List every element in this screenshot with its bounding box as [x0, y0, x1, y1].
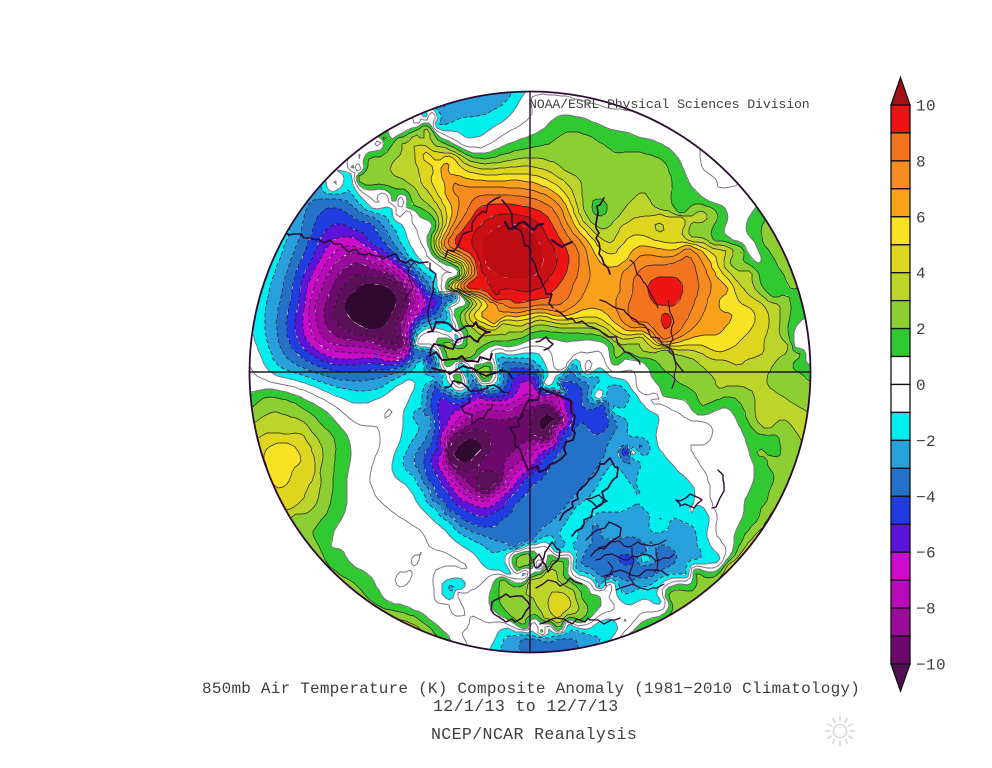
svg-text:−4: −4 — [916, 489, 936, 507]
svg-text:NCEP/NCAR Reanalysis: NCEP/NCAR Reanalysis — [431, 725, 637, 744]
svg-text:2: 2 — [916, 321, 926, 339]
svg-text:0: 0 — [916, 377, 926, 395]
svg-text:−6: −6 — [916, 545, 936, 563]
svg-text:6: 6 — [916, 209, 926, 227]
svg-text:NOAA/ESRL Physical Sciences Di: NOAA/ESRL Physical Sciences Division — [529, 97, 810, 112]
svg-text:12/1/13 to 12/7/13: 12/1/13 to 12/7/13 — [433, 697, 619, 716]
svg-text:8: 8 — [916, 153, 926, 171]
svg-text:850mb Air Temperature (K) Comp: 850mb Air Temperature (K) Composite Anom… — [202, 680, 860, 698]
svg-text:−2: −2 — [916, 433, 936, 451]
svg-text:4: 4 — [916, 265, 926, 283]
svg-text:10: 10 — [916, 98, 936, 116]
svg-text:−8: −8 — [916, 601, 936, 619]
svg-text:−10: −10 — [916, 657, 946, 675]
